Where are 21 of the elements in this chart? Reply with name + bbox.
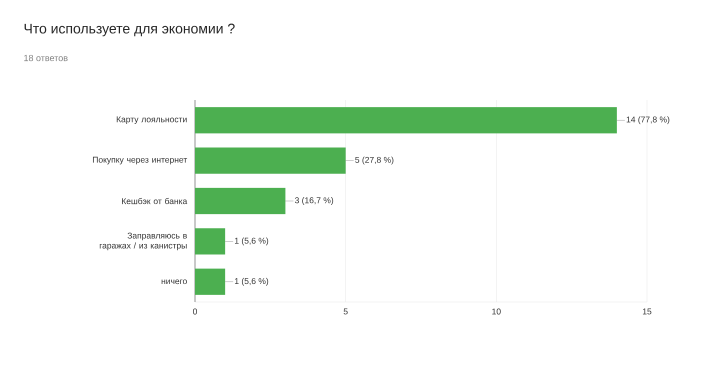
y-tick-label: Карту лояльности: [116, 116, 187, 124]
bar: [195, 228, 226, 255]
y-tick-label: Покупку через интернет: [92, 156, 188, 164]
chart-title: Что используете для экономии ?: [24, 24, 235, 36]
bar: [195, 188, 286, 214]
text: 18 ответов: [24, 54, 68, 62]
data-label: 1 (5,6 %): [234, 278, 268, 286]
x-tick-label: 5: [344, 308, 348, 314]
data-label: 1 (5,6 %): [234, 237, 268, 246]
data-label: 3 (16,7 %): [294, 197, 334, 205]
x-tick-label: 15: [642, 308, 652, 314]
bar: [195, 268, 226, 295]
data-label: 5 (27,8 %): [355, 156, 394, 165]
y-tick-label: ничего: [162, 279, 187, 284]
bar: [195, 147, 346, 174]
y-tick-label: Заправляюсь в гаражах / из канистры: [100, 232, 187, 250]
x-tick-label: 0: [192, 308, 198, 315]
y-tick-label: Кешбэк от банка: [122, 198, 188, 204]
data-label: 14 (77,8 %): [626, 116, 670, 124]
bar: [195, 107, 617, 134]
x-tick-label: 10: [492, 308, 501, 315]
